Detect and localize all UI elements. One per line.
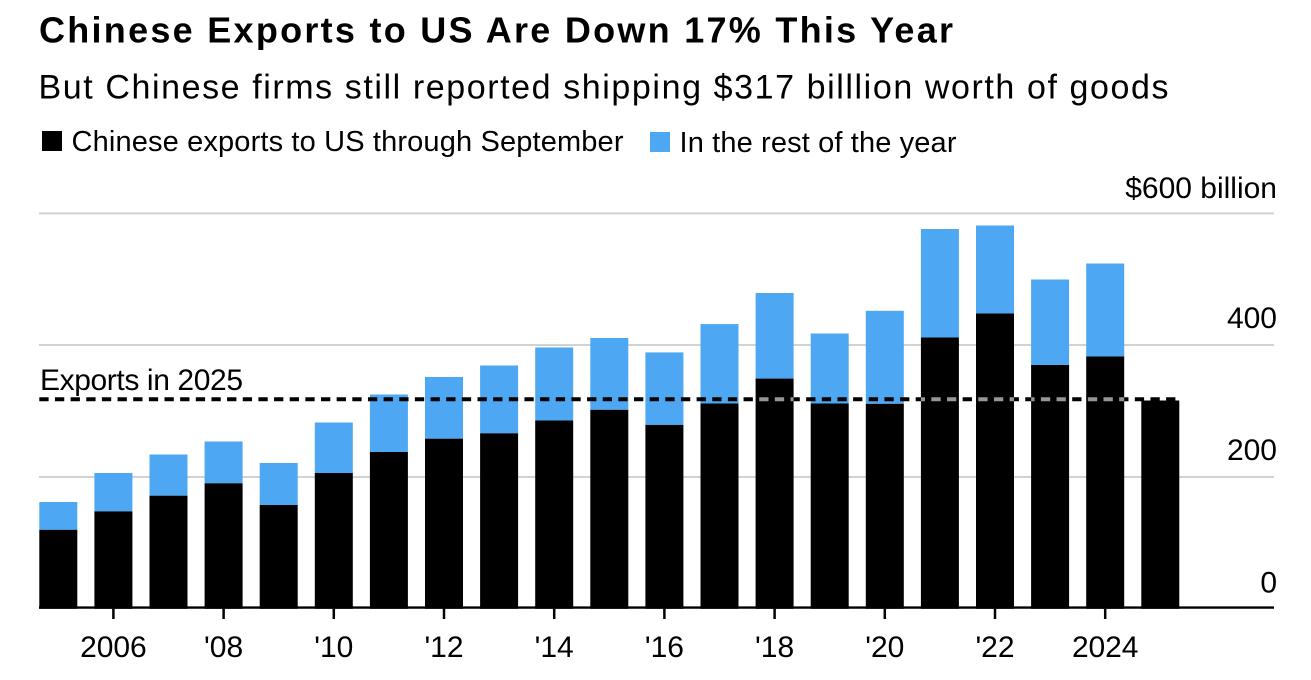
svg-text:$600 billion: $600 billion [1125, 172, 1277, 205]
svg-text:'22: '22 [975, 631, 1014, 664]
svg-text:'18: '18 [755, 631, 794, 664]
svg-text:400: 400 [1227, 302, 1277, 335]
svg-text:Chinese exports to US through: Chinese exports to US through September [72, 126, 624, 158]
svg-text:But Chinese firms still report: But Chinese firms still reported shippin… [39, 68, 1169, 106]
svg-text:'12: '12 [424, 631, 463, 664]
svg-text:Chinese Exports to US Are Down: Chinese Exports to US Are Down 17% This … [39, 10, 953, 51]
svg-text:'10: '10 [314, 631, 353, 664]
svg-text:2024: 2024 [1072, 631, 1139, 664]
svg-text:0: 0 [1260, 566, 1277, 599]
svg-text:'16: '16 [645, 631, 684, 664]
svg-text:In the rest of the year: In the rest of the year [680, 127, 957, 159]
svg-text:'20: '20 [865, 631, 904, 664]
svg-text:'08: '08 [204, 631, 243, 664]
svg-text:Exports in 2025: Exports in 2025 [40, 364, 243, 397]
svg-text:'14: '14 [535, 631, 574, 664]
svg-text:200: 200 [1227, 434, 1277, 467]
svg-text:2006: 2006 [80, 631, 146, 664]
